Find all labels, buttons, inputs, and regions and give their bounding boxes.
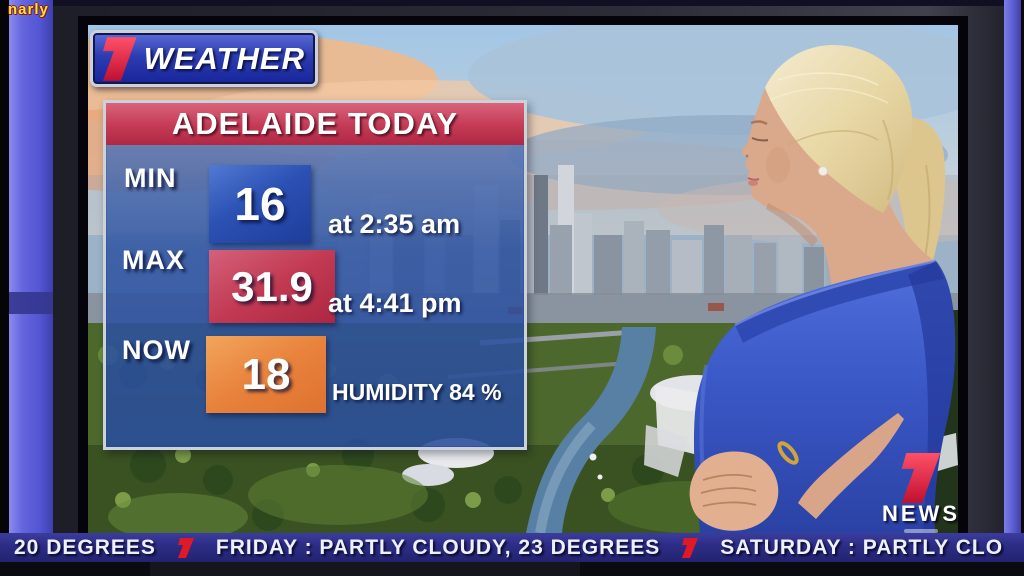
closed-eye — [751, 137, 769, 142]
studio-left-bar-band — [9, 292, 53, 314]
forearm — [798, 413, 904, 519]
studio-right-purple-bar — [1004, 0, 1021, 576]
seven-weather-logo: WEATHER — [90, 30, 318, 87]
lips — [748, 180, 758, 186]
hair — [765, 45, 913, 213]
watermark-text: narly — [8, 1, 49, 18]
max-value-box: 31.9 — [209, 250, 335, 323]
ticker-item-saturday: SATURDAY : PARTLY CLO — [720, 535, 1004, 559]
min-value: 16 — [234, 178, 286, 230]
news-logo-subline — [904, 529, 938, 533]
clasped-hands — [689, 451, 779, 531]
gold-bracelet — [777, 441, 799, 465]
min-label: MIN — [124, 163, 177, 193]
news-logo-label: NEWS — [882, 501, 958, 526]
seven-network-icon — [103, 36, 137, 81]
seven-news-bug: NEWS — [871, 453, 958, 533]
max-value: 31.9 — [231, 262, 313, 310]
dress-fold — [735, 261, 944, 343]
seven-chevron-icon — [682, 537, 699, 558]
pearl-earring — [818, 166, 828, 176]
max-label: MAX — [122, 245, 185, 275]
now-value-box: 18 — [206, 336, 326, 413]
panel-title: ADELAIDE TODAY — [171, 106, 459, 141]
panel-body: MIN 16 at 2:35 am MAX 31.9 at 4:41 pm NO… — [106, 145, 524, 447]
min-value-box: 16 — [209, 165, 311, 243]
weather-screen: WEATHER ADELAIDE TODAY MIN 16 at 2:35 am… — [88, 25, 958, 533]
now-value: 18 — [241, 349, 291, 399]
max-time: at 4:41 pm — [328, 288, 462, 318]
now-label: NOW — [122, 335, 191, 365]
panel-header: ADELAIDE TODAY — [106, 103, 524, 145]
weather-presenter — [644, 45, 956, 533]
ticker-item-friday: FRIDAY : PARTLY CLOUDY, 23 DEGREES — [215, 535, 661, 559]
studio-right-edge — [1021, 0, 1024, 576]
studio-left-edge — [0, 0, 9, 576]
humidity-text: HUMIDITY 84 % — [332, 379, 502, 405]
eyebrow — [750, 120, 768, 126]
weather-ticker: 20 DEGREES FRIDAY : PARTLY CLOUDY, 23 DE… — [0, 533, 1024, 562]
ticker-item-today: 20 DEGREES — [14, 535, 156, 559]
studio-left-purple-bar — [9, 0, 53, 576]
seven-chevron-icon — [177, 537, 194, 558]
weather-panel: ADELAIDE TODAY MIN 16 at 2:35 am MAX 31.… — [103, 100, 527, 450]
weather-logo-label: WEATHER — [143, 40, 305, 76]
bottom-dark-strip-segment — [150, 562, 580, 576]
min-time: at 2:35 am — [328, 209, 461, 239]
seven-news-icon — [901, 453, 941, 503]
